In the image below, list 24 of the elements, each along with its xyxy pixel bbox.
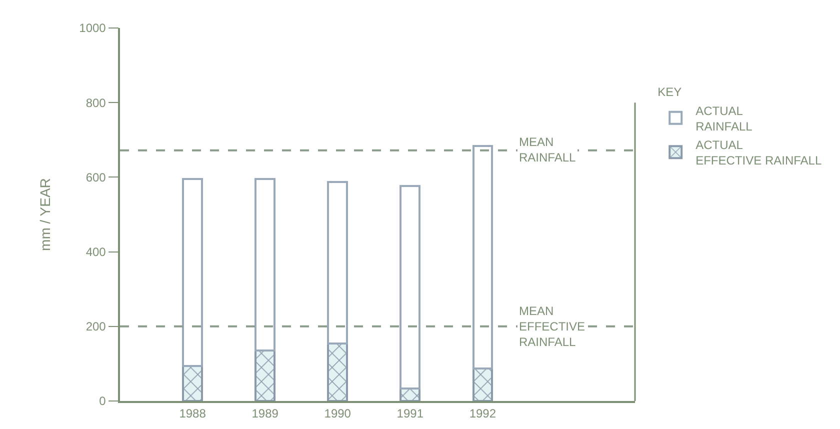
- bar: [400, 184, 421, 390]
- y-tick-label: 600: [86, 170, 106, 184]
- ref-line-label: MEAN EFFECTIVE RAINFALL: [519, 304, 586, 350]
- y-tick-label: 1000: [79, 21, 106, 36]
- x-tick-label: 1990: [324, 406, 352, 420]
- legend-label: ACTUAL RAINFALL: [696, 104, 753, 134]
- bar: [254, 178, 276, 352]
- y-tick-label: 200: [86, 320, 106, 334]
- x-tick-label: 1989: [252, 406, 279, 420]
- x-tick-label: 1992: [469, 406, 496, 420]
- y-tick-label: 800: [86, 96, 106, 110]
- text: ACTUAL EFFECTIVE RAINFALL: [696, 138, 822, 168]
- bar: [327, 342, 348, 401]
- y-tick-label: 400: [86, 245, 106, 259]
- bar: [472, 144, 494, 370]
- ref-line-label: MEAN RAINFALL: [519, 135, 576, 165]
- y-tick-label: 0: [99, 394, 106, 408]
- x-tick-label: 1991: [396, 406, 424, 420]
- legend-title: KEY: [658, 84, 682, 99]
- x-tick-label: 1988: [179, 406, 206, 420]
- bar: [327, 181, 348, 345]
- bar: [472, 368, 494, 401]
- bar: [182, 178, 203, 367]
- y-axis-title: mm / YEAR: [37, 178, 54, 251]
